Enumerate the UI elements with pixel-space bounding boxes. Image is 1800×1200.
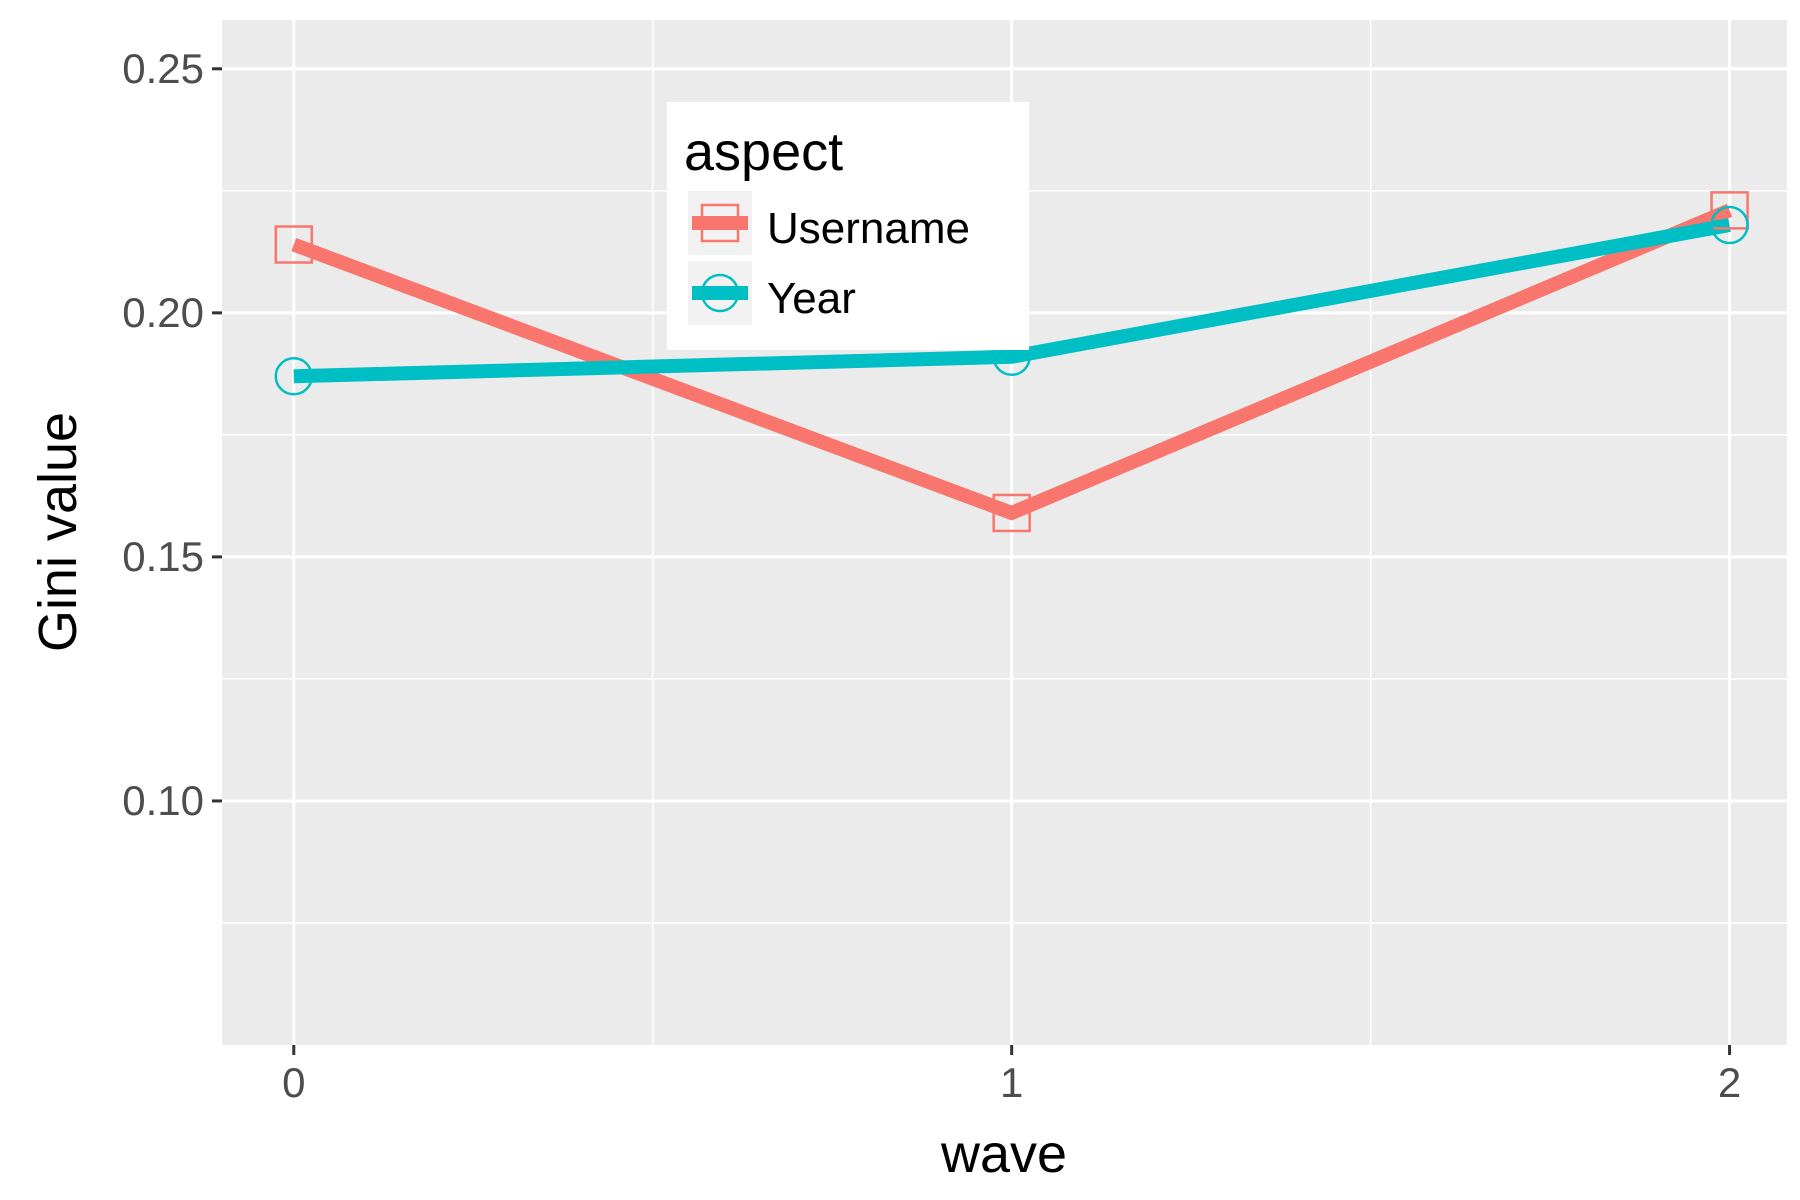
- legend-key-marker-username: [700, 203, 740, 243]
- data-point-username: [1710, 191, 1749, 230]
- y-tick-label: 0.15: [122, 533, 204, 580]
- y-tick-label: 0.10: [122, 777, 204, 824]
- x-tick-label: 2: [1718, 1059, 1741, 1106]
- data-point-year: [274, 357, 314, 396]
- y-tick-label: 0.20: [122, 289, 204, 336]
- data-point-username: [992, 493, 1031, 533]
- legend: aspect Username Year: [667, 102, 1029, 350]
- data-point-username: [274, 225, 314, 264]
- y-axis: 0.10 0.15 0.20 0.25: [122, 45, 222, 824]
- y-tick-label: 0.25: [122, 45, 204, 92]
- x-tick-label: 0: [282, 1059, 305, 1106]
- x-axis-title: wave: [940, 1124, 1067, 1184]
- legend-label-year: Year: [767, 274, 856, 323]
- legend-key-marker-year: [700, 273, 740, 313]
- y-axis-title: Gini value: [28, 412, 88, 652]
- series-line-year: [293, 218, 1731, 384]
- x-tick-label: 1: [1000, 1059, 1023, 1106]
- data-point-year: [1710, 205, 1749, 245]
- series-markers: [274, 191, 1749, 533]
- x-axis: 0 1 2: [282, 1045, 1741, 1106]
- series-line-username: [291, 203, 1733, 521]
- series-lines: [291, 203, 1733, 521]
- legend-label-username: Username: [767, 204, 970, 253]
- legend-keys: [688, 191, 752, 325]
- legend-title: aspect: [684, 122, 843, 182]
